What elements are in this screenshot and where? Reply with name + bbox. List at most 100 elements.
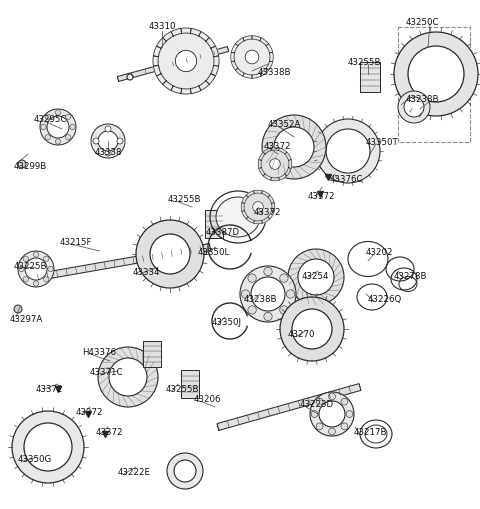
- Polygon shape: [163, 81, 173, 91]
- Text: 43372: 43372: [308, 191, 336, 201]
- Polygon shape: [156, 74, 166, 85]
- Circle shape: [12, 411, 84, 483]
- Polygon shape: [270, 53, 273, 63]
- Polygon shape: [260, 39, 269, 47]
- Circle shape: [280, 274, 288, 282]
- Circle shape: [55, 110, 60, 116]
- Circle shape: [262, 116, 326, 180]
- Circle shape: [70, 125, 75, 130]
- Polygon shape: [285, 153, 291, 161]
- Text: 43338B: 43338B: [258, 68, 291, 77]
- Polygon shape: [259, 153, 265, 161]
- Text: 43250C: 43250C: [406, 18, 440, 27]
- Circle shape: [261, 151, 289, 179]
- Circle shape: [174, 460, 196, 482]
- Polygon shape: [271, 148, 279, 151]
- Circle shape: [18, 251, 54, 288]
- Polygon shape: [253, 221, 263, 224]
- Circle shape: [33, 252, 39, 258]
- Polygon shape: [252, 37, 261, 42]
- Circle shape: [288, 249, 344, 305]
- Polygon shape: [268, 211, 274, 219]
- Circle shape: [66, 115, 71, 120]
- Circle shape: [329, 428, 336, 435]
- Polygon shape: [272, 203, 275, 212]
- Polygon shape: [260, 69, 269, 77]
- Polygon shape: [262, 191, 270, 197]
- Circle shape: [311, 411, 318, 417]
- Circle shape: [248, 274, 256, 282]
- Circle shape: [274, 128, 314, 167]
- Text: 43223D: 43223D: [300, 399, 334, 408]
- Polygon shape: [243, 74, 252, 79]
- Text: 43222E: 43222E: [118, 467, 151, 476]
- Bar: [181, 370, 199, 398]
- Polygon shape: [171, 30, 181, 37]
- Text: 43255B: 43255B: [166, 384, 200, 393]
- Polygon shape: [268, 196, 274, 204]
- Polygon shape: [231, 62, 238, 71]
- Circle shape: [47, 117, 69, 139]
- Polygon shape: [154, 66, 161, 77]
- Text: 43350J: 43350J: [212, 318, 242, 326]
- Circle shape: [41, 125, 46, 130]
- Circle shape: [158, 34, 214, 90]
- Circle shape: [150, 235, 190, 274]
- Circle shape: [270, 159, 280, 170]
- Text: 43371C: 43371C: [90, 367, 123, 376]
- Polygon shape: [263, 149, 271, 155]
- Polygon shape: [199, 33, 209, 42]
- Text: 43297A: 43297A: [10, 315, 43, 323]
- Circle shape: [252, 202, 264, 213]
- Circle shape: [175, 51, 197, 72]
- Circle shape: [329, 393, 336, 400]
- Text: 43350L: 43350L: [198, 247, 230, 257]
- Circle shape: [241, 290, 250, 299]
- Polygon shape: [242, 196, 248, 204]
- Circle shape: [93, 139, 99, 145]
- Polygon shape: [156, 39, 166, 49]
- Polygon shape: [266, 62, 273, 71]
- Circle shape: [45, 115, 50, 120]
- Text: 43215F: 43215F: [60, 238, 93, 246]
- Circle shape: [55, 139, 60, 145]
- Circle shape: [280, 306, 288, 315]
- Circle shape: [292, 309, 332, 349]
- Circle shape: [44, 277, 49, 282]
- Text: 43299B: 43299B: [14, 162, 47, 171]
- Text: 43270: 43270: [288, 329, 315, 338]
- Circle shape: [19, 267, 24, 272]
- Polygon shape: [252, 74, 261, 79]
- Polygon shape: [191, 30, 201, 37]
- Polygon shape: [181, 90, 191, 95]
- Text: 43255B: 43255B: [348, 58, 382, 67]
- Polygon shape: [253, 191, 263, 194]
- Ellipse shape: [216, 197, 260, 238]
- Circle shape: [44, 257, 49, 262]
- Polygon shape: [154, 47, 161, 58]
- Polygon shape: [217, 384, 361, 431]
- Polygon shape: [243, 37, 252, 42]
- Circle shape: [346, 411, 353, 417]
- Circle shape: [316, 399, 323, 405]
- Circle shape: [244, 193, 272, 221]
- Text: 43350G: 43350G: [18, 454, 52, 463]
- Circle shape: [45, 135, 50, 140]
- Polygon shape: [235, 39, 244, 47]
- Circle shape: [404, 98, 424, 118]
- Text: 43238B: 43238B: [244, 294, 277, 303]
- Bar: [205, 211, 223, 239]
- Circle shape: [40, 110, 76, 146]
- Text: 43372: 43372: [96, 427, 123, 436]
- Text: 43352A: 43352A: [268, 120, 301, 129]
- Text: 43295C: 43295C: [34, 115, 67, 124]
- Circle shape: [341, 399, 348, 405]
- Polygon shape: [231, 45, 238, 54]
- Text: 43255B: 43255B: [168, 194, 202, 204]
- Circle shape: [109, 358, 147, 396]
- Polygon shape: [37, 244, 211, 281]
- Circle shape: [326, 130, 370, 174]
- Text: 43226Q: 43226Q: [368, 294, 402, 303]
- Circle shape: [18, 161, 26, 168]
- Polygon shape: [246, 217, 254, 224]
